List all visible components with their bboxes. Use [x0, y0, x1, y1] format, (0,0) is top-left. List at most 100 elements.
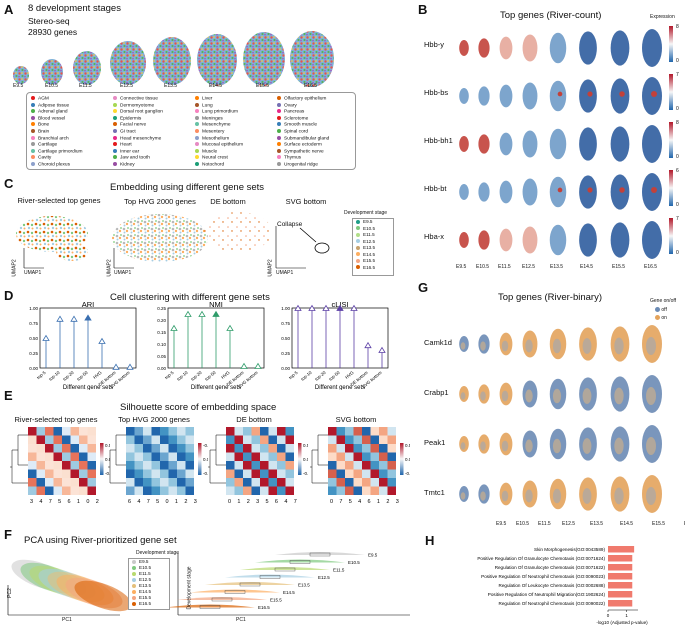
gene-row [420, 20, 685, 68]
heatmap-cell [277, 436, 286, 445]
umap1-label: UMAP1 [114, 270, 131, 276]
heatmap-cell [337, 470, 346, 479]
heatmap-cell [252, 461, 261, 470]
heatmap-cell [260, 444, 269, 453]
heatmap-cell [169, 444, 178, 453]
heatmap-cell [269, 470, 278, 479]
dendrogram [10, 435, 28, 483]
heatmap-cell [286, 478, 295, 487]
heatmap-cell [169, 427, 178, 436]
heatmap-cell [177, 427, 186, 436]
tissue-name: Pancreas [284, 109, 304, 114]
heatmap-cell [371, 427, 380, 436]
heatmap-colorbar [298, 443, 302, 475]
stage-color-dot [132, 602, 136, 606]
heatmap-cell [152, 478, 161, 487]
tissue-color-dot [31, 162, 35, 166]
binary-region [553, 339, 561, 353]
tissue-color-dot [31, 116, 35, 120]
panel-e-label: E [4, 388, 13, 403]
expression-embryo [611, 174, 630, 209]
binary-region [461, 392, 466, 400]
tissue-legend-item: Smooth muscle [277, 122, 355, 129]
tissue-name: Ovary [284, 103, 297, 108]
tissue-name: Brain [38, 129, 49, 134]
heatmap-cell [337, 444, 346, 453]
tissue-name: Heart [120, 142, 132, 147]
heatmap-cell [362, 487, 371, 496]
stage-name: E10.5 [363, 226, 375, 231]
stage-name: E14.5 [363, 252, 375, 257]
stage-name: E14.5 [139, 589, 151, 594]
heatmap-cell [252, 470, 261, 479]
heatmap-cell [328, 478, 337, 487]
heatmap-cell [71, 487, 80, 496]
heatmap-cell [371, 478, 380, 487]
heatmap-cell [37, 487, 46, 496]
heatmap-cell [277, 461, 286, 470]
ridge-density [225, 575, 315, 578]
expression-embryo [523, 34, 538, 61]
heatmap-cell [286, 487, 295, 496]
heatmap-cell [160, 470, 169, 479]
umap2-label: UMAP2 [12, 259, 18, 276]
lollipop-marker [171, 326, 177, 331]
y-tick-label: 0.75 [29, 321, 38, 326]
lollipop-marker [71, 316, 77, 321]
tissue-color-dot [195, 122, 199, 126]
tissue-name: Connective tissue [120, 96, 158, 101]
heatmap-cell [135, 436, 144, 445]
tissue-name: Cavity [38, 156, 51, 161]
binary-region [553, 489, 561, 503]
colorbar-tick: -0.5 [405, 471, 410, 476]
tissue-color-dot [113, 109, 117, 113]
heatmap-cell [45, 461, 54, 470]
heatmap-cell [71, 444, 80, 453]
heatmap-cell [286, 453, 295, 462]
heatmap-cell [354, 453, 363, 462]
tissue-name: GI tract [120, 129, 136, 134]
heatmap-cell [226, 461, 235, 470]
ridge-density [205, 582, 295, 585]
lollipop-marker [99, 339, 105, 344]
heatmap-cell [371, 444, 380, 453]
tissue-color-dot [31, 142, 35, 146]
collapse-point [315, 243, 329, 253]
heatmap-cell [354, 427, 363, 436]
dendrogram [108, 435, 126, 483]
heatmap-cell [186, 470, 195, 479]
tissue-name: Head mesenchyme [120, 136, 161, 141]
expression-embryo [500, 229, 513, 252]
x-tick-label: top-20 [314, 370, 327, 382]
heatmap-cell [152, 470, 161, 479]
heatmap-cell [143, 453, 152, 462]
binary-region [646, 387, 656, 405]
heatmap-cell [62, 470, 71, 479]
heatmap-cell [345, 453, 354, 462]
heatmap: 0.50.0-0.50 1 2 3 5 6 4 7 [208, 425, 308, 520]
tissue-legend-item: Connective tissue [113, 96, 193, 103]
colorbar-max: 6 [676, 168, 679, 174]
tissue-name: Sympathetic nerve [284, 149, 324, 154]
stage-color-dot [132, 584, 136, 588]
heatmap-cell [337, 478, 346, 487]
stage-label: E16.5 [644, 264, 657, 270]
heatmap-cell [54, 436, 63, 445]
heatmap: 0.5 0.0 -0.5 0 7 5 4 6 1 2 3 [310, 425, 410, 520]
ridge-density [190, 590, 280, 593]
heatmap-cell [235, 487, 244, 496]
heatmap-cell [243, 453, 252, 462]
tissue-name: Facial nerve [120, 123, 146, 128]
binary-region [525, 390, 532, 403]
heatmap-cell [252, 487, 261, 496]
y-tick-label: 0.50 [29, 336, 38, 341]
colorbar-max: 8 [676, 24, 679, 30]
heatmap-cell [28, 461, 37, 470]
lollipop-marker [199, 312, 205, 317]
binary-region [461, 492, 466, 500]
heatmap-cell [337, 427, 346, 436]
expression-embryo [642, 125, 662, 163]
x-tick-label: top-5 [36, 370, 47, 381]
expression-embryo [459, 136, 469, 152]
tissue-color-dot [277, 122, 281, 126]
